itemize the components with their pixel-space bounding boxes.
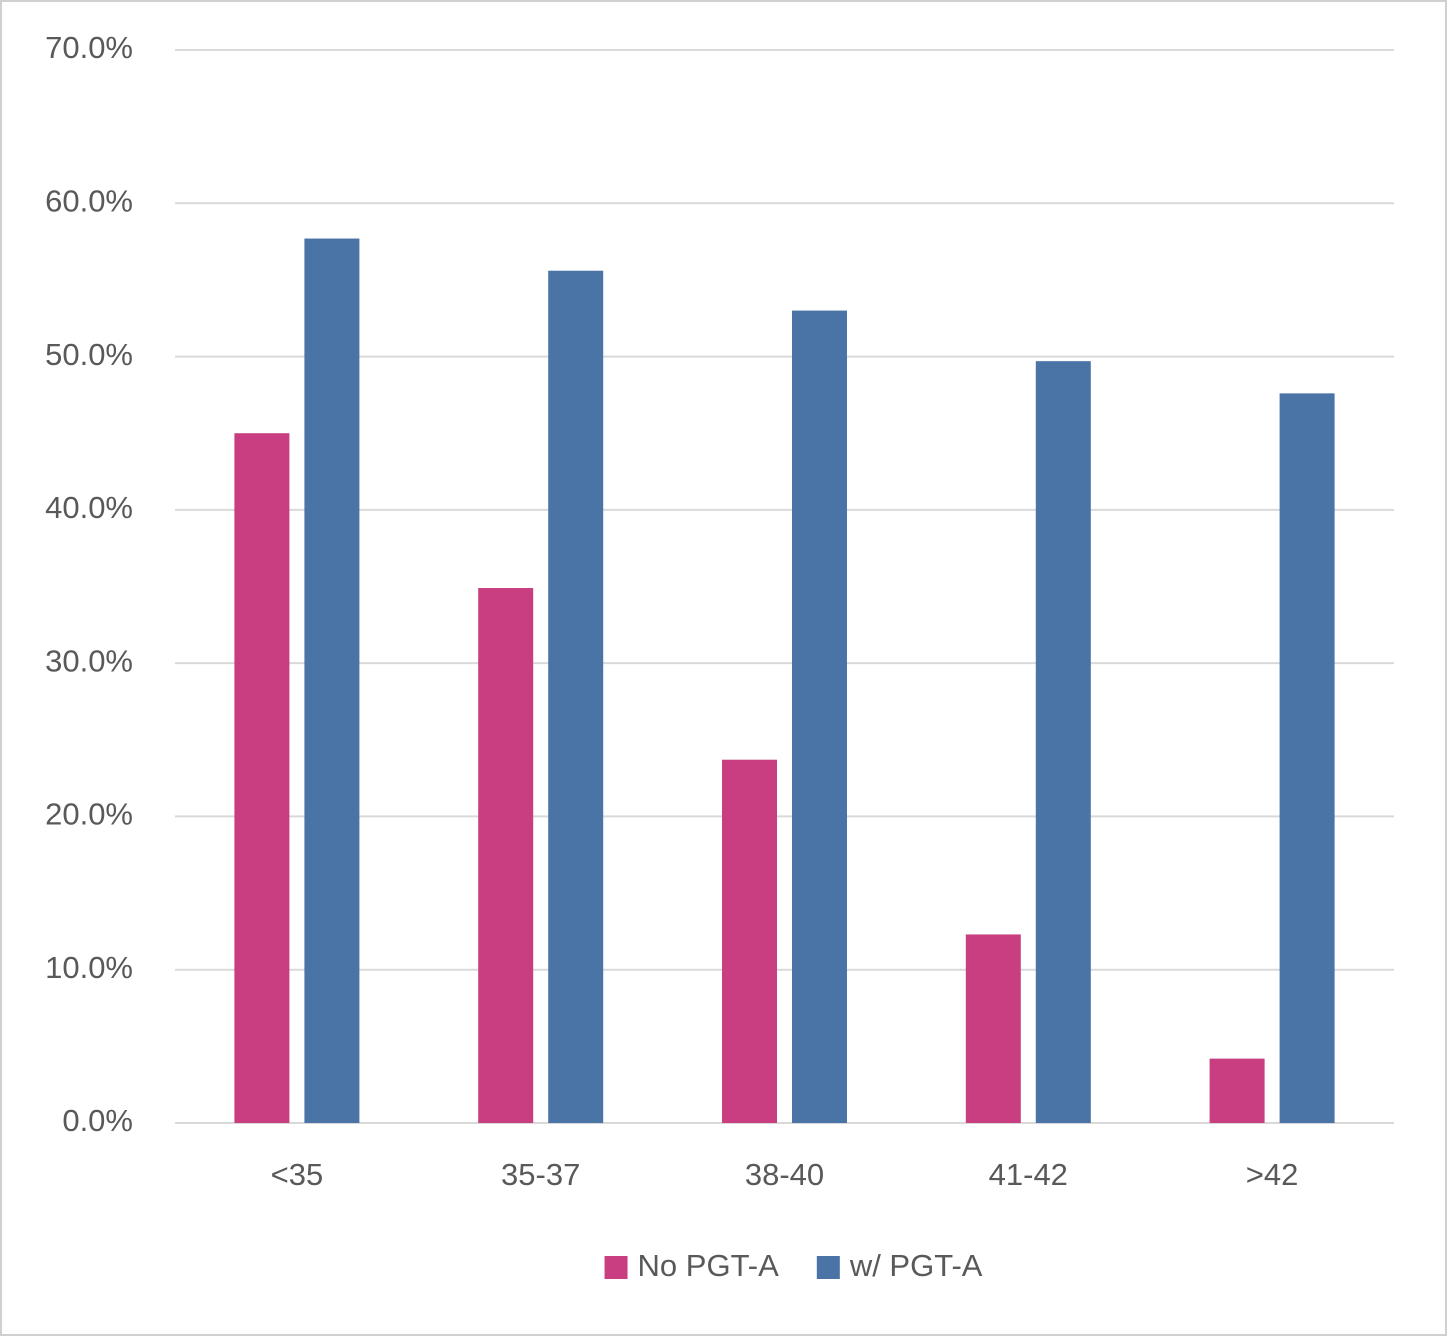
y-tick-label: 50.0% [45, 337, 133, 372]
x-tick-label: 35-37 [501, 1157, 580, 1192]
bar [304, 238, 360, 1123]
bar [234, 433, 290, 1123]
legend-label: w/ PGT-A [849, 1248, 983, 1283]
bar [965, 934, 1021, 1123]
bar [722, 759, 777, 1123]
y-tick-label: 0.0% [62, 1103, 133, 1138]
y-tick-label: 20.0% [45, 797, 133, 832]
x-tick-label: 41-42 [989, 1157, 1068, 1192]
legend-swatch [604, 1256, 628, 1279]
y-tick-label: 40.0% [45, 490, 133, 525]
legend-item: No PGT-A [604, 1248, 780, 1283]
bar [792, 310, 847, 1124]
bar [548, 270, 604, 1123]
y-tick-label: 10.0% [45, 950, 133, 985]
y-tick-label: 30.0% [45, 643, 133, 678]
x-tick-label: >42 [1246, 1157, 1299, 1192]
legend-label: No PGT-A [638, 1248, 780, 1283]
x-tick-label: <35 [271, 1157, 324, 1192]
legend-swatch [816, 1256, 840, 1279]
x-tick-label: 38-40 [745, 1157, 824, 1192]
bar [1035, 361, 1091, 1123]
y-tick-label: 70.0% [45, 30, 133, 65]
bar [478, 588, 534, 1123]
y-tick-label: 60.0% [45, 183, 133, 218]
legend-item: w/ PGT-A [816, 1248, 983, 1283]
bar [1279, 393, 1335, 1123]
bar [1209, 1058, 1265, 1123]
